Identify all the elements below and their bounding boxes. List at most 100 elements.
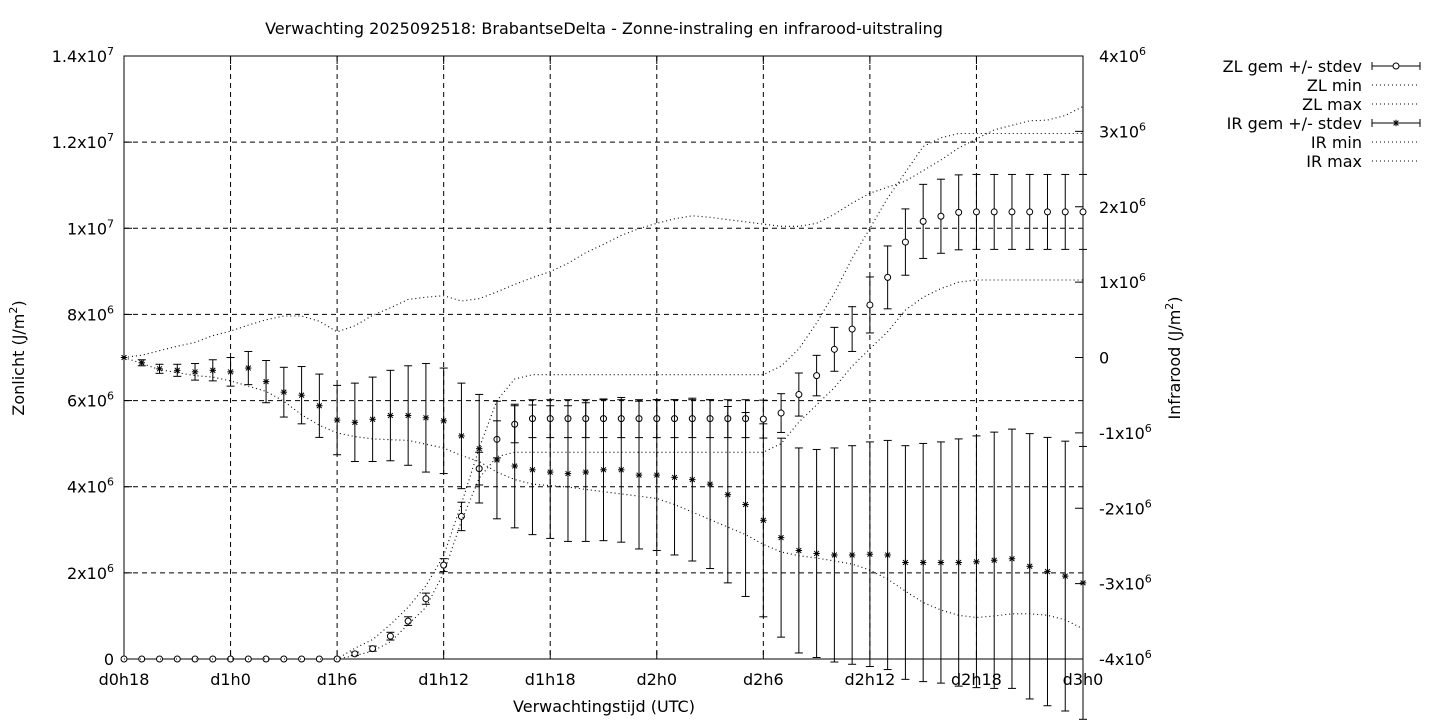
data-point — [884, 551, 891, 559]
y-axis-left: 0 2x106 4x106 6x106 8x106 1x107 1.2x107 1.4x107 — [52, 45, 132, 669]
y-left-tick-label: 1.2x107 — [52, 131, 114, 152]
y-axis-right: -4x106 -3x106 -2x106 -1x106 0 1x106 2x106 3x106… — [1075, 45, 1152, 669]
data-point — [227, 655, 235, 663]
data-point — [315, 655, 323, 663]
y-right-tick-label: -3x106 — [1099, 573, 1152, 594]
data-point — [795, 391, 803, 399]
data-point — [333, 416, 341, 424]
legend-label: ZL max — [1302, 95, 1362, 114]
legend-label: IR gem +/- stdev — [1227, 114, 1362, 133]
data-point — [1026, 208, 1034, 216]
data-point — [138, 655, 146, 663]
y-left-tick-label: 6x106 — [67, 390, 114, 411]
data-point — [351, 419, 359, 426]
data-point — [386, 632, 394, 640]
data-point — [831, 551, 838, 559]
data-point — [475, 445, 483, 452]
legend-item: ZL max — [1302, 95, 1420, 114]
data-point — [529, 466, 536, 474]
x-tick-label: d1h6 — [317, 670, 358, 689]
data-point — [227, 368, 234, 376]
data-point — [759, 415, 767, 423]
legend-swatch — [1371, 62, 1421, 70]
y-left-tick-label: 1.4x107 — [52, 45, 114, 66]
legend-item: ZL gem +/- stdev — [1223, 57, 1421, 76]
y-right-tick-label: 4x106 — [1099, 45, 1146, 66]
y-right-tick-label: 3x106 — [1099, 120, 1146, 141]
data-point — [369, 645, 377, 653]
data-point — [973, 558, 980, 565]
legend-item: IR min — [1311, 133, 1420, 152]
data-point — [813, 372, 821, 380]
data-point — [760, 517, 767, 524]
data-point — [919, 217, 927, 225]
data-point — [245, 364, 252, 372]
data-point — [547, 468, 554, 476]
data-point — [990, 208, 998, 216]
data-point — [582, 468, 589, 476]
data-point — [830, 345, 838, 353]
x-tick-label: d1h18 — [525, 670, 576, 689]
data-point — [564, 470, 572, 477]
data-point — [1008, 555, 1016, 562]
data-point — [1044, 568, 1051, 575]
data-point — [777, 534, 785, 541]
data-point — [618, 466, 625, 474]
x-tick-label: d2h12 — [844, 670, 895, 689]
data-point — [919, 559, 927, 566]
chart-title: Verwachting 2025092518: BrabantseDelta -… — [265, 19, 943, 38]
data-point — [653, 471, 660, 479]
data-point — [866, 301, 874, 309]
x-tick-label: d2h0 — [636, 670, 677, 689]
y-left-tick-label: 0 — [104, 650, 114, 669]
data-point — [493, 456, 501, 464]
data-point — [351, 650, 359, 658]
data-point — [600, 466, 607, 474]
data-point — [457, 512, 465, 520]
data-point — [298, 391, 305, 399]
data-point — [280, 655, 288, 663]
y-right-tick-label: -4x106 — [1099, 648, 1152, 669]
data-point — [440, 561, 448, 569]
data-point — [884, 273, 892, 281]
y-right-tick-label: 1x106 — [1099, 271, 1146, 292]
data-point — [813, 550, 820, 557]
x-tick-label: d1h0 — [210, 670, 251, 689]
data-point — [901, 238, 909, 246]
data-point — [955, 208, 963, 216]
data-point — [173, 655, 181, 663]
data-point — [156, 655, 164, 663]
data-point — [777, 409, 785, 417]
data-point — [902, 559, 909, 566]
series-line — [124, 132, 1083, 660]
series-5 — [123, 106, 1084, 359]
data-point — [298, 655, 306, 663]
data-point — [848, 325, 856, 333]
data-point — [1061, 208, 1069, 216]
data-point — [387, 412, 394, 419]
series-2 — [124, 132, 1083, 660]
data-point — [991, 557, 998, 564]
data-point — [848, 551, 856, 559]
y-axis-left-label: Zonlicht (J/m2) — [7, 300, 28, 415]
data-point — [1062, 572, 1069, 580]
data-point — [280, 388, 288, 396]
x-axis: d0h18 d1h0 d1h6 d1h12 d1h18 d2h0 d2h6 d2h12 d2h1… — [99, 56, 1103, 689]
legend-label: IR min — [1311, 133, 1362, 152]
legend-label: IR max — [1306, 152, 1362, 171]
x-tick-label: d2h6 — [743, 670, 784, 689]
legend-swatch — [1371, 119, 1421, 127]
y-right-tick-label: 0 — [1099, 349, 1109, 368]
series-layer — [120, 106, 1087, 720]
x-tick-label: d0h18 — [99, 670, 150, 689]
legend-item: ZL min — [1307, 76, 1420, 95]
plot-frame — [123, 55, 1084, 660]
y-right-tick-label: 2x106 — [1099, 196, 1146, 217]
data-point — [262, 655, 270, 663]
data-point — [866, 551, 874, 558]
series-3 — [120, 350, 1087, 720]
data-point — [369, 416, 376, 423]
data-point — [972, 208, 980, 216]
data-point — [1079, 579, 1087, 587]
data-point — [422, 414, 430, 421]
